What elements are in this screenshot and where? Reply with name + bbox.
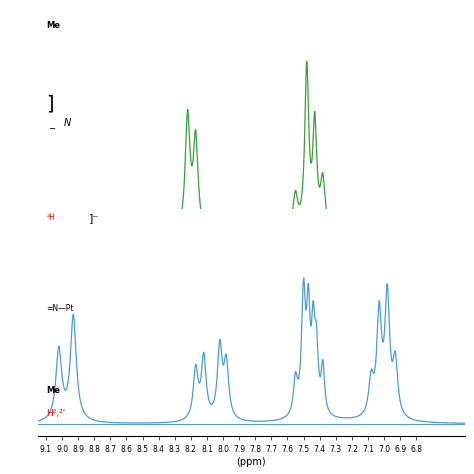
Text: ]: ] <box>46 95 54 114</box>
Text: =N—Pt: =N—Pt <box>46 304 74 313</box>
Text: H²,²': H²,²' <box>46 409 66 418</box>
Text: N: N <box>64 118 71 128</box>
Text: Me: Me <box>46 386 61 395</box>
X-axis label: (ppm): (ppm) <box>237 457 266 467</box>
Text: ]⁻: ]⁻ <box>89 213 100 223</box>
Text: Me: Me <box>46 21 61 30</box>
Text: ²H: ²H <box>46 213 55 222</box>
